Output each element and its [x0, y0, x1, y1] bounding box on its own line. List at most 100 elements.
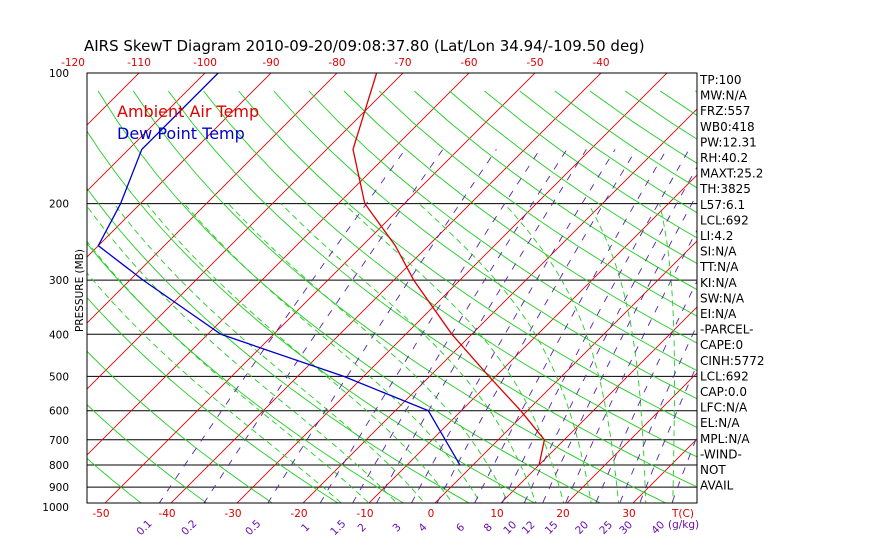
mixing-ratio-line-0.2: [203, 149, 444, 503]
mixing-ratio-label-30: 30: [617, 519, 635, 537]
mixing-ratio-line-0.5: [267, 149, 497, 503]
mixing-ratio-line-3: [410, 149, 616, 503]
dry-adiabat-250: [87, 350, 274, 503]
isotherm--100: [87, 73, 206, 192]
mixing-ratio-line-40: [671, 435, 697, 503]
mixing-ratio-label-0.1: 0.1: [134, 518, 154, 538]
mixing-ratio-label-1.5: 1.5: [328, 518, 348, 538]
temp-unit-label: T(C): [671, 508, 694, 520]
mixing-ratio-line-6: [474, 149, 668, 503]
y-axis-label: PRESSURE (MB): [74, 249, 86, 332]
plot-frame: [86, 72, 698, 504]
index-item: CAP:0.0: [700, 385, 747, 399]
isobar-lines: [87, 73, 697, 488]
mixing-ratio-line-1.5: [352, 149, 568, 503]
mixing-ratio-line-2: [376, 149, 587, 503]
dry-adiabat-390: [414, 90, 697, 291]
dry-adiabat-240: [87, 404, 208, 503]
mixing-ratio-line-15: [565, 229, 697, 503]
index-item: TT:N/A: [699, 260, 739, 274]
bottom-temp-tick--10: -10: [356, 508, 373, 520]
mixing-ratio-label-0.5: 0.5: [243, 518, 263, 538]
dry-adiabat-lines: [87, 90, 870, 516]
moist-adiabat-6: [146, 203, 453, 503]
mixing-ratio-label-6: 6: [454, 521, 467, 534]
top-temp-tick--90: -90: [262, 57, 279, 69]
ambient-temp-line: [352, 73, 546, 466]
mixing-ratio-label-3: 3: [391, 521, 404, 534]
index-item: TP:100: [699, 73, 742, 87]
moist-adiabat--10: [87, 272, 342, 503]
top-temp-tick--50: -50: [526, 57, 543, 69]
pressure-tick-500: 500: [49, 371, 69, 383]
bottom-temp-tick--30: -30: [224, 508, 241, 520]
isotherm--30: [236, 73, 668, 503]
index-item: SI:N/A: [700, 245, 737, 259]
isotherm--10: [368, 174, 697, 503]
mixing-ratio-line-20: [595, 280, 697, 503]
legend-dew-point-temp: Dew Point Temp: [117, 124, 245, 143]
isotherm--50: [104, 73, 536, 503]
dry-adiabat-300: [97, 90, 602, 503]
pressure-tick-300: 300: [49, 275, 69, 287]
mixing-ratio-label-25: 25: [597, 519, 615, 537]
dry-adiabat-350: [273, 90, 697, 400]
mixing-ratio-label-40: 40: [649, 519, 667, 537]
dry-adiabat-380: [378, 90, 697, 317]
mixing-ratio-label-15: 15: [543, 519, 561, 537]
index-item: NOT: [700, 463, 726, 477]
mixing-ratio-label-10: 10: [501, 519, 519, 537]
top-temp-tick--70: -70: [394, 57, 411, 69]
index-item: TH:3825: [699, 182, 751, 196]
index-item: LI:4.2: [700, 229, 733, 243]
index-item: WB0:418: [700, 120, 755, 134]
mixing-ratio-line-1: [319, 149, 541, 503]
mixing-ratio-line-4: [436, 149, 637, 503]
isotherm--90: [87, 73, 272, 258]
top-temp-axis: -120 -110 -100 -90 -80 -70 -60 -50 -40: [61, 57, 610, 69]
index-item: CINH:5772: [700, 354, 765, 368]
mixing-ratio-labels: 0.1 0.2 0.5 1 1.5 2 3 4 6 8 10 12 15 20 25 30 40: [134, 518, 667, 538]
top-temp-tick--80: -80: [328, 57, 345, 69]
index-item: LCL:692: [700, 213, 749, 227]
chart-title: AIRS SkewT Diagram 2010-09-20/09:08:37.8…: [84, 37, 645, 55]
dry-adiabat-460: [659, 90, 697, 116]
dry-adiabat-480: [731, 91, 870, 516]
index-item: SW:N/A: [700, 291, 745, 305]
mixing-ratio-label-20: 20: [573, 519, 591, 537]
moist-adiabat-30: [503, 203, 620, 503]
mixing-ratio-label-0.2: 0.2: [179, 518, 199, 538]
dry-adiabat-420: [519, 90, 697, 214]
top-temp-tick--110: -110: [127, 57, 151, 69]
isotherm-50: [761, 60, 870, 507]
legend-ambient-air-temp: Ambient Air Temp: [117, 102, 259, 121]
mixing-ratio-label-2: 2: [356, 521, 369, 534]
dry-adiabat-370: [343, 90, 697, 344]
index-item: KI:N/A: [700, 276, 737, 290]
mixing-ratio-line-10: [523, 166, 697, 503]
isotherm-lines: [0, 60, 870, 507]
bottom-temp-tick--50: -50: [92, 508, 109, 520]
pressure-tick-400: 400: [49, 329, 69, 341]
dry-adiabat-310: [132, 90, 667, 503]
dry-adiabat-230: [87, 457, 142, 503]
dry-adiabat-400: [449, 90, 697, 265]
moist-adiabat-18: [280, 203, 537, 503]
mixing-ratio-line-8: [501, 149, 690, 503]
isotherm--130: [0, 60, 20, 507]
dry-adiabat-320: [168, 90, 697, 488]
isotherm-60: [827, 60, 870, 507]
dry-adiabat-340: [238, 90, 697, 429]
isotherm--60: [87, 73, 470, 456]
index-item: EL:N/A: [700, 416, 740, 430]
index-item: AVAIL: [700, 479, 734, 493]
index-item: PW:12.31: [700, 135, 757, 149]
bottom-temp-tick--40: -40: [158, 508, 175, 520]
mixing-ratio-label-12: 12: [520, 519, 538, 537]
dry-adiabat-360: [308, 90, 697, 372]
bottom-temp-tick-30: 30: [622, 508, 635, 520]
mixing-ratio-line-12: [542, 193, 697, 503]
mixing-ratio-line-30: [639, 363, 697, 503]
